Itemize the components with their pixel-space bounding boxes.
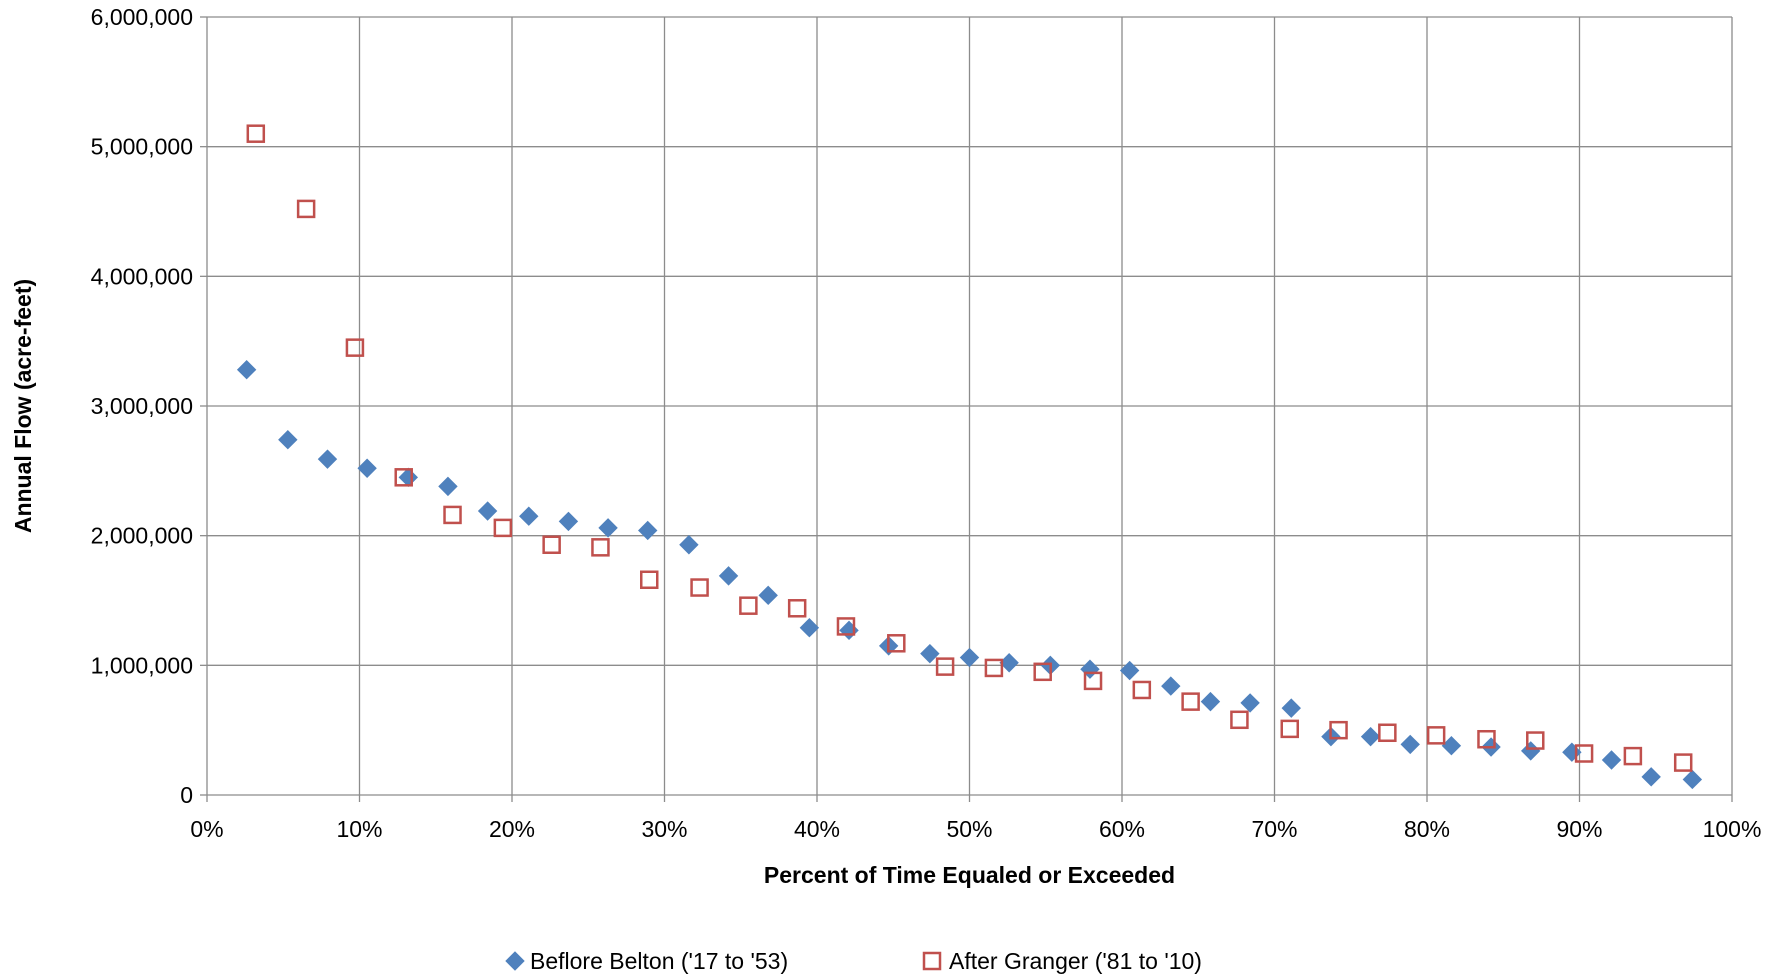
data-point-diamond [1400,734,1420,755]
data-point-square [887,634,906,653]
data-point-diamond [1641,767,1661,787]
y-tick-label: 1,000,000 [91,652,193,678]
x-tick-label: 20% [489,816,535,842]
data-point-square [1426,726,1446,745]
y-tick-label: 6,000,000 [91,4,193,30]
data-point-diamond [1080,659,1100,679]
data-point-diamond [1520,741,1541,761]
legend: Beflore Belton ('17 to '53) After Granger… [505,948,1202,974]
data-point-square [1673,753,1693,772]
data-point-diamond [398,467,419,488]
x-tick-label: 50% [946,816,992,842]
data-point-diamond [758,585,778,606]
data-point-diamond [799,618,820,638]
data-point-square [1230,710,1249,730]
data-point-diamond [317,449,338,469]
data-point-diamond [1240,693,1260,713]
data-point-square [394,468,413,487]
data-point-diamond [1601,750,1622,770]
data-point-diamond [1161,676,1181,696]
data-point-diamond [438,476,458,497]
data-point-diamond [598,518,618,538]
data-point-diamond [236,359,257,380]
data-point-square [1132,680,1152,700]
data-point-diamond [477,501,498,521]
data-point-square [787,599,807,618]
data-point-square [1181,692,1200,711]
data-point-square [1378,723,1397,743]
data-points [236,124,1703,790]
data-point-square [690,578,709,597]
data-point-square [493,518,513,538]
data-point-diamond [519,506,539,526]
data-point-square [1033,662,1052,682]
data-point-diamond [839,620,859,641]
data-point-diamond [959,647,980,668]
data-point-square [345,338,365,357]
x-tick-label: 30% [641,816,687,842]
data-point-square [640,570,659,590]
data-point-diamond [278,430,298,450]
data-point-square [591,538,610,557]
data-point-diamond [1281,698,1301,718]
x-tick-label: 10% [336,816,382,842]
y-tick-label: 4,000,000 [91,263,193,289]
legend-marker-square [922,951,942,971]
data-point-square [542,535,561,554]
x-tick-label: 100% [1703,816,1762,842]
data-point-square [1574,744,1594,763]
data-point-square [246,124,266,143]
data-point-diamond [1119,660,1140,681]
data-point-diamond [558,511,579,532]
data-point-diamond [718,566,739,586]
y-tick-label: 2,000,000 [91,523,193,549]
grid [207,16,1733,795]
y-tick-label: 3,000,000 [91,393,193,419]
legend-marker-diamond [505,951,525,971]
data-point-square [984,658,1004,678]
y-axis-title: Annual Flow (acre-feet) [10,279,36,533]
data-point-diamond [1682,769,1703,790]
y-tick-label: 5,000,000 [91,134,193,160]
data-point-square [836,617,856,636]
data-point-diamond [357,458,377,478]
series-2 [246,124,1693,772]
data-point-diamond [1200,691,1221,712]
x-tick-label: 60% [1099,816,1145,842]
legend-item: Beflore Belton ('17 to '53) [505,948,788,974]
data-point-square [1083,671,1103,691]
y-tick-label: 0 [180,782,193,808]
data-point-square [1623,746,1643,766]
data-point-square [1329,720,1348,740]
legend-item: After Granger ('81 to '10) [922,948,1202,974]
data-point-square [296,199,316,219]
data-point-square [443,505,462,525]
legend-label: Beflore Belton ('17 to '53) [530,948,788,974]
data-point-diamond [638,520,658,541]
x-tick-label: 80% [1404,816,1450,842]
x-tick-label: 70% [1251,816,1297,842]
x-tick-label: 90% [1556,816,1602,842]
data-point-diamond [679,535,699,555]
axes [200,16,1733,802]
data-point-diamond [920,643,940,664]
data-point-square [1280,719,1299,739]
data-point-square [739,596,758,615]
data-point-square [1526,731,1545,750]
series-1 [236,359,1703,790]
data-point-square [1477,729,1496,749]
legend-label: After Granger ('81 to '10) [949,948,1202,974]
x-tick-label: 0% [190,816,223,842]
x-axis-title: Percent of Time Equaled or Exceeded [764,862,1175,888]
tick-labels: 0% 10% 20% 30% 40% 50% 60% 70% 80% 90% 100% 0 1,000,… [91,4,1762,842]
x-tick-label: 40% [794,816,840,842]
data-point-diamond [1360,726,1381,747]
data-point-square [935,657,955,676]
